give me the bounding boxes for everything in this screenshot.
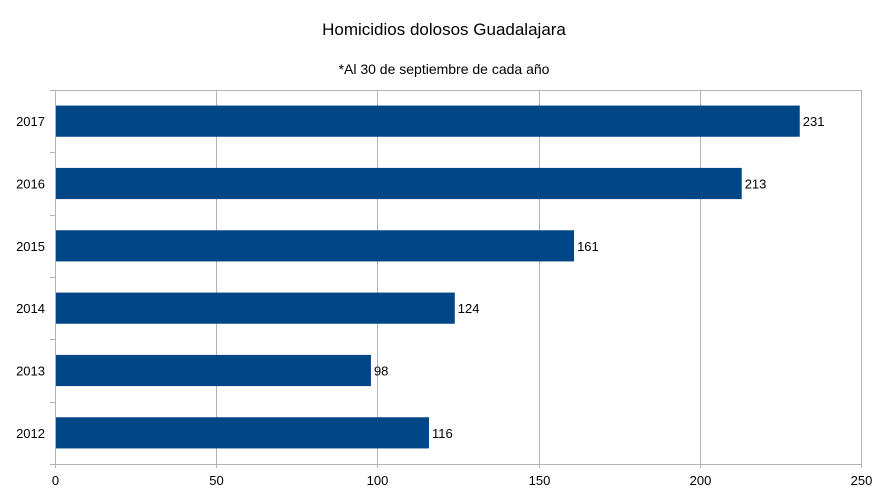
bars [55,105,800,449]
bar-2013 [55,354,371,387]
y-category-label: 2013 [16,364,45,379]
data-label: 116 [432,426,453,441]
bar-2014 [55,292,455,324]
x-tick-label: 250 [851,473,873,488]
y-category-label: 2016 [16,177,45,192]
bar-2017 [55,105,800,137]
x-tick-label: 150 [529,473,551,488]
chart-title: Homicidios dolosos Guadalajara [322,20,566,39]
y-category-label: 2014 [16,301,45,316]
x-tick-label: 200 [690,473,712,488]
y-category-label: 2012 [16,426,45,441]
chart-subtitle: *Al 30 de septiembre de cada año [339,61,550,77]
labels: 0 50 100 150 200 250 2017 231 2016 213 2015 161 2014… [16,90,872,488]
data-label: 124 [458,301,480,316]
y-category-label: 2017 [16,114,45,129]
x-tick-label: 100 [367,473,389,488]
grid-lines [50,90,862,468]
bar-2015 [55,230,575,262]
bar-2016 [55,167,742,200]
data-label: 213 [745,177,767,192]
x-tick-label: 50 [209,473,223,488]
data-label: 98 [374,364,388,379]
y-category-label: 2015 [16,239,45,254]
data-label: 161 [577,239,599,254]
bar-2012 [55,417,429,449]
data-label: 231 [803,114,825,129]
x-tick-label: 0 [52,473,59,488]
